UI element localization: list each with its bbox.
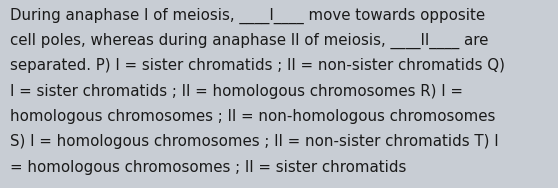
Text: separated. P) I = sister chromatids ; II = non-sister chromatids Q): separated. P) I = sister chromatids ; II… <box>10 58 505 73</box>
Text: cell poles, whereas during anaphase II of meiosis, ____II____ are: cell poles, whereas during anaphase II o… <box>10 33 488 49</box>
Text: S) I = homologous chromosomes ; II = non-sister chromatids T) I: S) I = homologous chromosomes ; II = non… <box>10 134 499 149</box>
Text: During anaphase I of meiosis, ____I____ move towards opposite: During anaphase I of meiosis, ____I____ … <box>10 8 485 24</box>
Text: homologous chromosomes ; II = non-homologous chromosomes: homologous chromosomes ; II = non-homolo… <box>10 109 496 124</box>
Text: = homologous chromosomes ; II = sister chromatids: = homologous chromosomes ; II = sister c… <box>10 160 406 175</box>
Text: I = sister chromatids ; II = homologous chromosomes R) I =: I = sister chromatids ; II = homologous … <box>10 84 463 99</box>
